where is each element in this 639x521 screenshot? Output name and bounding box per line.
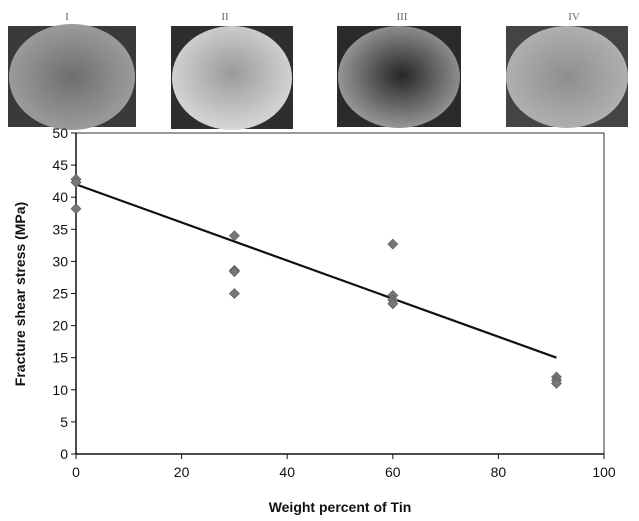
y-tick-label: 15 (52, 350, 68, 366)
x-tick-label: 40 (279, 464, 295, 480)
photo-1-label: I (65, 11, 69, 23)
y-tick-label: 0 (60, 446, 68, 462)
x-tick-label: 20 (174, 464, 190, 480)
y-tick-label: 25 (52, 286, 68, 302)
data-point (70, 177, 82, 188)
plot-frame (75, 132, 605, 455)
photo-4: IV (506, 11, 628, 128)
photo-3: III (337, 11, 461, 128)
x-axis-title: Weight percent of Tin (269, 499, 412, 515)
photo-strip: I II III IV (8, 11, 628, 130)
y-tick-label: 50 (52, 125, 68, 141)
y-tick-label: 20 (52, 318, 68, 334)
trendline (75, 183, 557, 359)
data-points (70, 173, 562, 389)
y-tick-label: 10 (52, 382, 68, 398)
photo-1-specimen (9, 24, 135, 130)
photo-4-label: IV (568, 11, 580, 23)
x-tick-label: 0 (72, 464, 80, 480)
trendline-layer (75, 183, 557, 359)
y-axis-title: Fracture shear stress (MPa) (12, 202, 28, 386)
photo-2-specimen (172, 26, 292, 130)
data-point (70, 203, 82, 215)
y-axis-ticks: 0 5 10 15 20 25 30 35 40 45 50 (52, 125, 76, 462)
y-tick-label: 30 (52, 253, 68, 269)
photo-2: II (171, 11, 293, 130)
photo-3-specimen (338, 26, 460, 128)
data-point (228, 288, 240, 299)
y-tick-label: 45 (52, 157, 68, 173)
data-point (387, 238, 399, 250)
y-tick-label: 35 (52, 221, 68, 237)
y-tick-label: 40 (52, 189, 68, 205)
x-tick-label: 80 (491, 464, 507, 480)
y-tick-label: 5 (60, 414, 68, 430)
data-point (228, 230, 240, 242)
photo-2-label: II (221, 11, 229, 23)
x-tick-label: 100 (592, 464, 616, 480)
data-point (228, 266, 240, 278)
photo-4-specimen (506, 26, 628, 128)
photo-1: I (8, 11, 136, 130)
x-axis-ticks: 0 20 40 60 80 100 (72, 454, 616, 480)
x-tick-label: 60 (385, 464, 401, 480)
data-point (387, 298, 399, 310)
data-point (551, 377, 562, 389)
photo-3-label: III (397, 11, 408, 23)
plot-area: 0 5 10 15 20 25 30 35 40 45 50 0 20 40 60 80 100 (52, 125, 615, 480)
